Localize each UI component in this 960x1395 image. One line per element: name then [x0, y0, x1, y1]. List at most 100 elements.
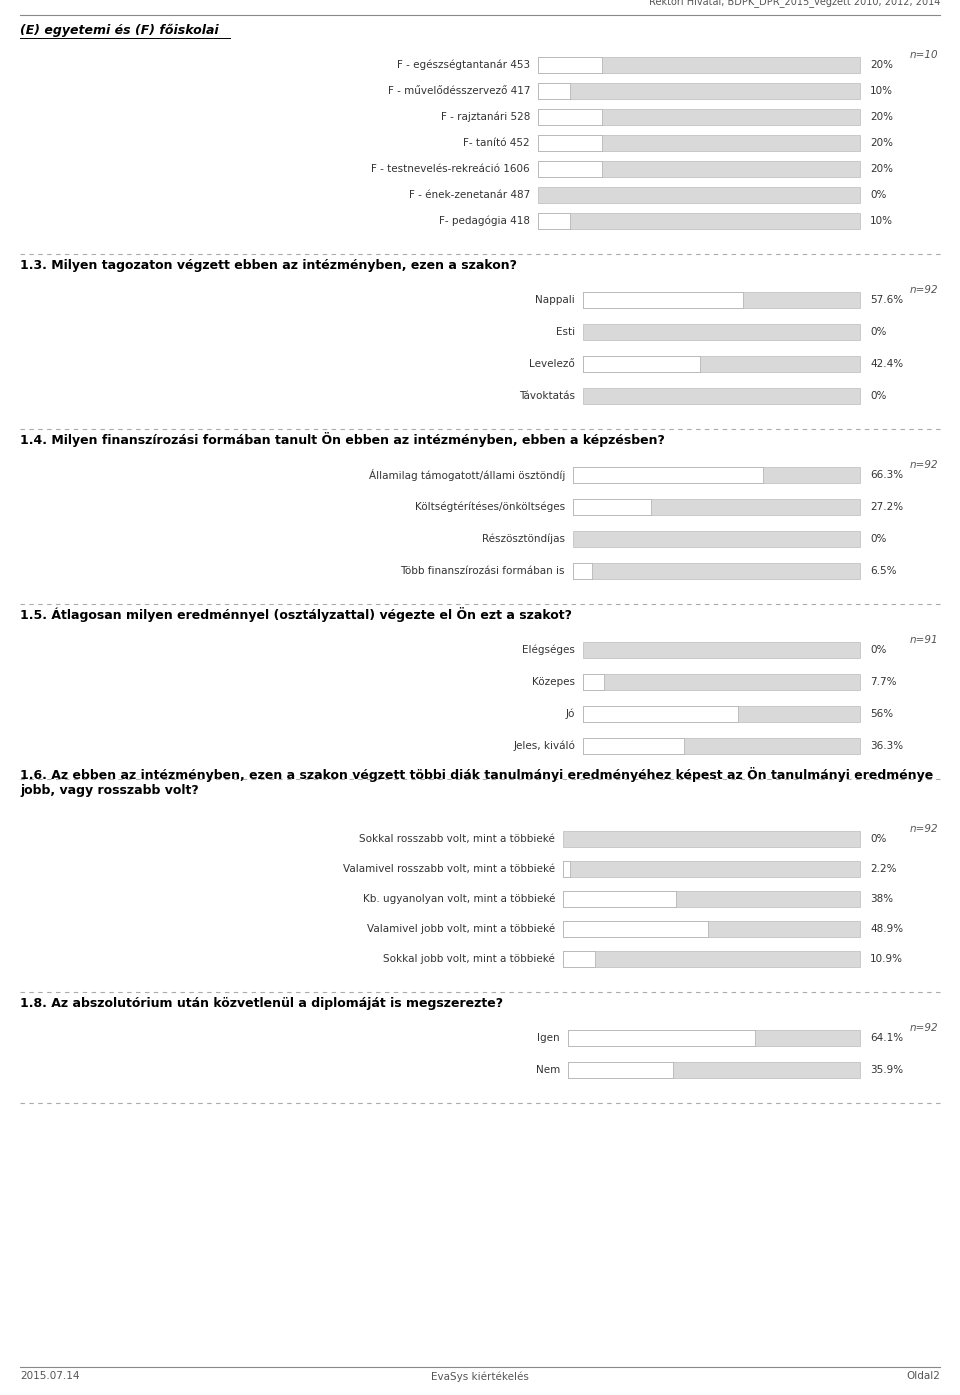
Bar	[583, 642, 860, 658]
Text: n=10: n=10	[910, 50, 939, 60]
Text: Távoktatás: Távoktatás	[519, 391, 575, 400]
Text: Jó: Jó	[565, 709, 575, 720]
Bar	[573, 564, 860, 579]
Text: 48.9%: 48.9%	[870, 923, 903, 935]
Bar	[563, 951, 595, 967]
Text: n=92: n=92	[910, 1023, 939, 1034]
Text: 66.3%: 66.3%	[870, 470, 903, 480]
Text: F - ének-zenetanár 487: F - ének-zenetanár 487	[409, 190, 530, 199]
Text: 20%: 20%	[870, 138, 893, 148]
Text: 56%: 56%	[870, 709, 893, 718]
Text: 38%: 38%	[870, 894, 893, 904]
Bar	[583, 674, 605, 691]
Bar	[538, 57, 860, 73]
Text: 1.5. Átlagosan milyen eredménnyel (osztályzattal) végezte el Ön ezt a szakot?: 1.5. Átlagosan milyen eredménnyel (osztá…	[20, 607, 572, 622]
Text: 0%: 0%	[870, 391, 886, 400]
Text: 1.8. Az abszolutórium után közvetlenül a diplomáját is megszerezte?: 1.8. Az abszolutórium után közvetlenül a…	[20, 997, 503, 1010]
Bar	[583, 292, 742, 308]
Text: Levelező: Levelező	[529, 359, 575, 370]
Text: Sokkal rosszabb volt, mint a többieké: Sokkal rosszabb volt, mint a többieké	[359, 834, 555, 844]
Bar	[583, 706, 860, 723]
Text: Valamivel rosszabb volt, mint a többieké: Valamivel rosszabb volt, mint a többieké	[343, 864, 555, 875]
Bar	[573, 499, 860, 515]
Text: 7.7%: 7.7%	[870, 677, 897, 686]
Text: 0%: 0%	[870, 834, 886, 844]
Bar	[538, 109, 603, 126]
Bar	[573, 467, 763, 483]
Text: F - rajztanári 528: F - rajztanári 528	[441, 112, 530, 123]
Text: 42.4%: 42.4%	[870, 359, 903, 370]
Text: F - testnevelés-rekreáció 1606: F - testnevelés-rekreáció 1606	[372, 165, 530, 174]
Bar	[538, 160, 603, 177]
Text: 0%: 0%	[870, 326, 886, 338]
Text: 35.9%: 35.9%	[870, 1064, 903, 1076]
Bar	[563, 951, 860, 967]
Bar	[563, 861, 569, 877]
Bar	[573, 564, 591, 579]
Text: 36.3%: 36.3%	[870, 741, 903, 751]
Text: F - egészségtantanár 453: F - egészségtantanár 453	[396, 60, 530, 70]
Bar	[583, 706, 738, 723]
Text: Valamivel jobb volt, mint a többieké: Valamivel jobb volt, mint a többieké	[367, 923, 555, 935]
Text: 20%: 20%	[870, 165, 893, 174]
Bar	[583, 738, 684, 755]
Bar	[538, 135, 603, 151]
Text: n=91: n=91	[910, 635, 939, 644]
Bar	[538, 109, 860, 126]
Bar	[573, 531, 860, 547]
Bar	[583, 674, 860, 691]
Text: Jeles, kiváló: Jeles, kiváló	[514, 741, 575, 752]
Bar	[583, 738, 860, 755]
Bar	[568, 1062, 860, 1078]
Text: EvaSys kiértékelés: EvaSys kiértékelés	[431, 1371, 529, 1381]
Text: Rektori Hivatal, BDPK_DPR_2015_végzett 2010, 2012, 2014: Rektori Hivatal, BDPK_DPR_2015_végzett 2…	[649, 0, 940, 8]
Text: Költségtérítéses/önköltséges: Költségtérítéses/önköltséges	[415, 502, 565, 512]
Text: F- pedagógia 418: F- pedagógia 418	[439, 216, 530, 226]
Bar	[583, 356, 860, 372]
Text: n=92: n=92	[910, 285, 939, 294]
Bar	[538, 213, 860, 229]
Bar	[563, 831, 860, 847]
Text: 64.1%: 64.1%	[870, 1034, 903, 1043]
Bar	[563, 891, 676, 907]
Bar	[538, 82, 570, 99]
Text: 57.6%: 57.6%	[870, 294, 903, 306]
Text: 20%: 20%	[870, 60, 893, 70]
Bar	[538, 82, 860, 99]
Text: 2.2%: 2.2%	[870, 864, 897, 875]
Text: Nappali: Nappali	[536, 294, 575, 306]
Text: Sokkal jobb volt, mint a többieké: Sokkal jobb volt, mint a többieké	[383, 954, 555, 964]
Text: 20%: 20%	[870, 112, 893, 121]
Text: F - művelődésszervező 417: F - művelődésszervező 417	[388, 86, 530, 96]
Text: n=92: n=92	[910, 824, 939, 834]
Text: 10%: 10%	[870, 86, 893, 96]
Bar	[568, 1030, 860, 1046]
Text: 10.9%: 10.9%	[870, 954, 903, 964]
Bar	[568, 1030, 756, 1046]
Text: Kb. ugyanolyan volt, mint a többieké: Kb. ugyanolyan volt, mint a többieké	[363, 894, 555, 904]
Text: Államilag támogatott/állami ösztöndíj: Államilag támogatott/állami ösztöndíj	[369, 469, 565, 481]
Text: 0%: 0%	[870, 644, 886, 656]
Bar	[538, 160, 860, 177]
Text: 10%: 10%	[870, 216, 893, 226]
Text: 0%: 0%	[870, 534, 886, 544]
Text: Több finanszírozási formában is: Több finanszírozási formában is	[400, 566, 565, 576]
Text: Elégséges: Elégséges	[522, 644, 575, 656]
Bar	[538, 213, 570, 229]
Text: (E) egyetemi és (F) főiskolai: (E) egyetemi és (F) főiskolai	[20, 24, 219, 38]
Bar	[563, 891, 860, 907]
Bar	[563, 921, 860, 937]
Bar	[573, 499, 651, 515]
Text: Részösztöndíjas: Részösztöndíjas	[482, 534, 565, 544]
Bar	[563, 861, 860, 877]
Text: 1.6. Az ebben az intézményben, ezen a szakon végzett többi diák tanulmányi eredm: 1.6. Az ebben az intézményben, ezen a sz…	[20, 767, 933, 797]
Text: 2015.07.14: 2015.07.14	[20, 1371, 80, 1381]
Bar	[583, 292, 860, 308]
Bar	[573, 467, 860, 483]
Text: F- tanító 452: F- tanító 452	[464, 138, 530, 148]
Bar	[538, 187, 860, 204]
Text: Esti: Esti	[556, 326, 575, 338]
Bar	[583, 356, 701, 372]
Bar	[563, 921, 708, 937]
Text: 1.4. Milyen finanszírozási formában tanult Ön ebben az intézményben, ebben a kép: 1.4. Milyen finanszírozási formában tanu…	[20, 432, 665, 446]
